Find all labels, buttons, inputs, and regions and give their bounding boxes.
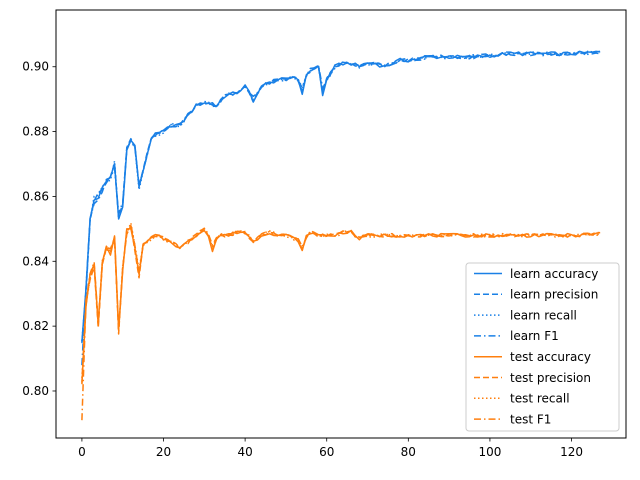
y-tick-label: 0.84	[22, 254, 49, 268]
legend-label: learn F1	[510, 329, 559, 343]
x-axis: 0 20 40 60 80 100 120	[78, 438, 583, 459]
plot-frame	[55, 9, 627, 439]
series-line-learn-f1	[81, 50, 601, 366]
x-tick-label: 120	[560, 445, 583, 459]
y-tick-label: 0.88	[22, 125, 49, 139]
legend-label: test F1	[510, 412, 551, 426]
legend: learn accuracy learn precision learn recal…	[465, 262, 620, 432]
legend-label: test recall	[510, 392, 570, 406]
x-tick-label: 20	[156, 445, 171, 459]
legend-label: test accuracy	[510, 350, 591, 364]
legend-label: learn recall	[510, 308, 577, 322]
y-axis: 0.80 0.82 0.84 0.86 0.88 0.90	[22, 60, 56, 398]
legend-box	[465, 262, 620, 432]
plot-lines	[81, 50, 601, 421]
y-tick-label: 0.86	[22, 189, 49, 203]
y-tick-label: 0.82	[22, 319, 49, 333]
x-tick-label: 40	[237, 445, 252, 459]
x-tick-label: 60	[319, 445, 334, 459]
legend-label: learn accuracy	[510, 267, 598, 281]
x-tick-label: 0	[78, 445, 86, 459]
x-tick-label: 80	[401, 445, 416, 459]
y-tick-label: 0.80	[22, 384, 49, 398]
y-tick-label: 0.90	[22, 60, 49, 74]
legend-label: test precision	[510, 371, 591, 385]
series-line-test-f1	[81, 223, 601, 421]
x-tick-label: 100	[478, 445, 501, 459]
legend-label: learn precision	[510, 288, 598, 302]
